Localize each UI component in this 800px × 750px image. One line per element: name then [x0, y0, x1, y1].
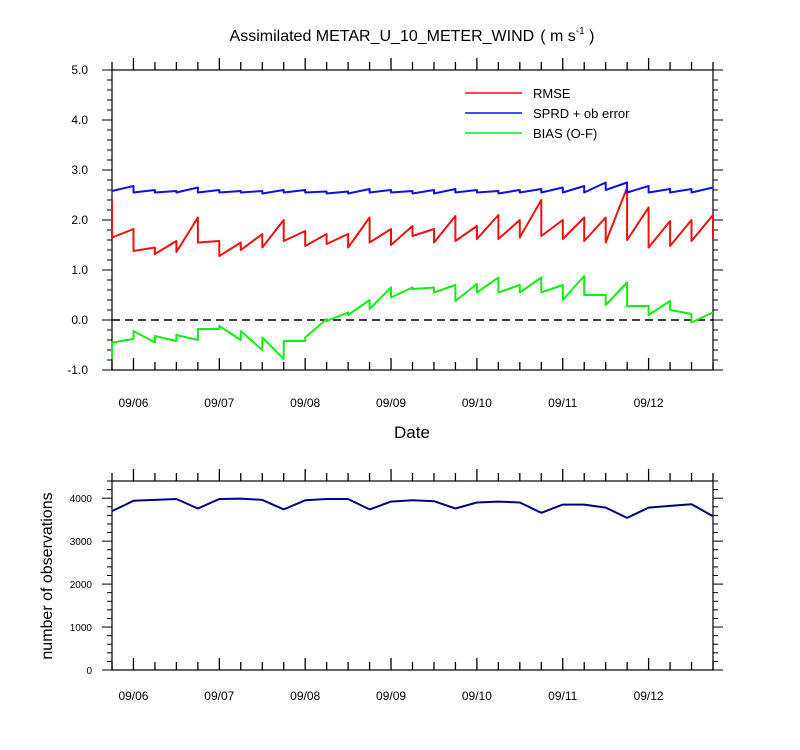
- bottom-axes: 09/06 09/07 09/08 09/09 09/10 09/11 09/12 4000 3…: [70, 469, 723, 703]
- legend: RMSE SPRD + ob error BIAS (O-F): [465, 86, 630, 141]
- bias-rmse-panel: Assimilated METAR_U_10_METER_WIND( m s-1…: [67, 26, 723, 442]
- x-tick-label: 09/10: [462, 396, 492, 410]
- plot-frame: [111, 480, 714, 671]
- legend-label: BIAS (O-F): [533, 126, 597, 141]
- chart-title: Assimilated METAR_U_10_METER_WIND( m s-1…: [230, 26, 595, 45]
- y-tick-label: 4000: [70, 494, 93, 505]
- y-tick-label: -1.0: [67, 363, 88, 377]
- y-tick-label: 3000: [70, 537, 93, 548]
- y-tick-label: 0.0: [71, 313, 88, 327]
- legend-label: RMSE: [533, 86, 571, 101]
- y-tick-label: 5.0: [71, 63, 88, 77]
- y-tick-label: 1.0: [71, 263, 88, 277]
- x-tick-label: 09/09: [376, 689, 406, 703]
- x-tick-label: 09/06: [118, 396, 148, 410]
- x-tick-label: 09/06: [118, 689, 148, 703]
- x-tick-label: 09/07: [204, 689, 234, 703]
- y-tick-label: 2.0: [71, 213, 88, 227]
- legend-label: SPRD + ob error: [533, 106, 630, 121]
- x-tick-label: 09/12: [634, 689, 664, 703]
- x-tick-label: 09/09: [376, 396, 406, 410]
- series-line-bias-o-f: [111, 275, 714, 360]
- x-axis-label: Date: [394, 423, 430, 442]
- top-axes: 09/06 09/07 09/08 09/09 09/10 09/11 09/12 5.0 4.…: [67, 58, 723, 410]
- x-tick-label: 09/08: [290, 396, 320, 410]
- y-axis-label: number of observations: [39, 492, 56, 659]
- y-tick-label: 0: [86, 666, 92, 677]
- x-tick-label: 09/07: [204, 396, 234, 410]
- bottom-plot-area: [111, 497, 714, 519]
- top-plot-area: [111, 181, 714, 360]
- y-tick-label: 3.0: [71, 163, 88, 177]
- x-tick-label: 09/08: [290, 689, 320, 703]
- y-tick-label: 2000: [70, 580, 93, 591]
- x-tick-label: 09/12: [634, 396, 664, 410]
- y-tick-label: 1000: [70, 623, 93, 634]
- series-line-sprd-ob-error: [111, 181, 714, 195]
- observations-panel: 09/06 09/07 09/08 09/09 09/10 09/11 09/12 4000 3…: [39, 469, 723, 703]
- series-line-rmse: [111, 186, 714, 257]
- x-tick-label: 09/11: [548, 689, 577, 703]
- series-line-observations: [111, 497, 714, 519]
- x-tick-label: 09/10: [462, 689, 492, 703]
- x-tick-label: 09/11: [548, 396, 577, 410]
- y-tick-label: 4.0: [71, 113, 88, 127]
